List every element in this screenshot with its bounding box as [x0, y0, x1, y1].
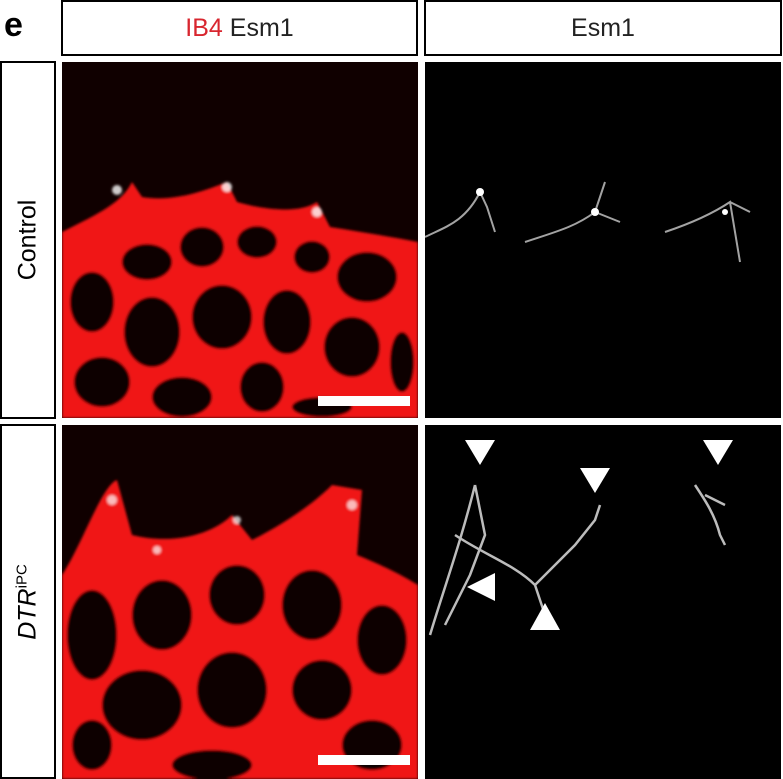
header-esm1: Esm1	[222, 13, 294, 42]
header-ib4: IB4	[185, 13, 223, 42]
row-label-control: Control	[0, 61, 56, 419]
row-label-dtr-text: DTRiPC	[13, 563, 42, 640]
image-control-esm1	[425, 62, 781, 418]
row-label-dtr: DTRiPC	[0, 424, 56, 779]
arrowhead-down-icon	[580, 468, 610, 493]
column-header-esm1: Esm1	[424, 0, 782, 56]
arrowhead-down-icon	[703, 440, 733, 465]
panel-letter: e	[4, 6, 23, 44]
column-header-merge: IB4 Esm1	[61, 0, 418, 56]
image-dtr-esm1	[425, 425, 781, 779]
image-dtr-merge	[62, 425, 418, 779]
image-control-merge	[62, 62, 418, 418]
scale-bar	[318, 396, 410, 406]
arrowhead-left-icon	[467, 573, 495, 601]
arrowheads	[465, 440, 733, 630]
arrowhead-up-icon	[530, 603, 560, 630]
row-label-control-text: Control	[13, 199, 42, 281]
arrowhead-down-icon	[465, 440, 495, 465]
scale-bar	[318, 755, 410, 765]
